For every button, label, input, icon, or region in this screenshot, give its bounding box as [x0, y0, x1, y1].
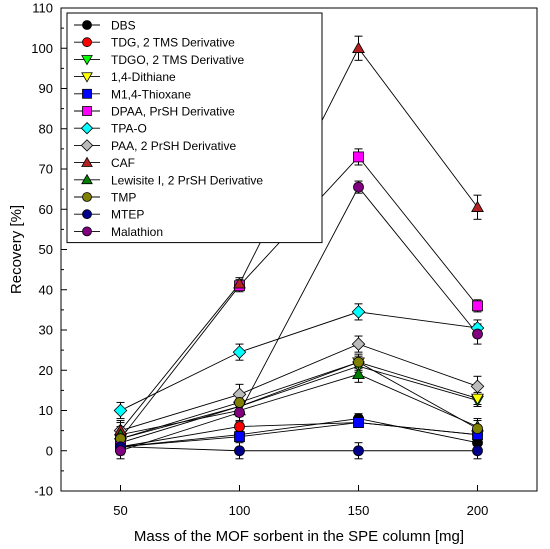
legend-entry: TDG, 2 TMS Derivative — [111, 36, 235, 50]
y-axis-title: Recovery [%] — [8, 205, 25, 294]
y-tick-label: 0 — [46, 443, 53, 458]
series — [116, 365, 482, 444]
data-point — [234, 421, 245, 433]
data-point — [232, 345, 247, 359]
y-tick-label: 50 — [39, 242, 53, 257]
series-points — [113, 337, 485, 438]
axes: -10 0 10 20 30 40 50 60 70 80 90 100 110 50 100 150 200 — [31, 1, 488, 519]
legend-marker — [82, 88, 92, 99]
x-tick-label: 200 — [467, 503, 489, 518]
data-point — [234, 445, 245, 457]
series — [116, 413, 482, 453]
legend-marker — [82, 192, 92, 202]
y-tick-label: -10 — [34, 484, 53, 499]
data-point — [353, 151, 364, 163]
data-point — [472, 445, 483, 457]
series-line — [120, 365, 478, 440]
x-axis-title: Mass of the MOF sorbent in the SPE colum… — [134, 528, 464, 545]
legend-marker — [81, 55, 93, 66]
legend-marker — [82, 106, 92, 116]
y-tick-label: 100 — [31, 41, 53, 56]
data-point — [352, 367, 365, 379]
series — [116, 303, 482, 420]
legend-marker — [82, 226, 92, 237]
legend-entry: Malathion — [111, 225, 163, 239]
data-point — [233, 277, 246, 289]
series-line — [120, 446, 478, 452]
legend-entry: MTEP — [111, 208, 144, 222]
legend-entry: TDGO, 2 TMS Derivative — [111, 53, 244, 67]
series-line — [120, 361, 478, 440]
series-points — [113, 305, 485, 418]
data-marks — [113, 35, 485, 460]
x-tick-label: 100 — [229, 503, 251, 518]
series-points — [115, 181, 483, 457]
y-tick-label: 70 — [39, 162, 53, 177]
data-point — [234, 431, 245, 443]
legend-box — [66, 12, 323, 244]
data-point — [353, 445, 364, 457]
legend-entry: DPAA, PrSH Derivative — [111, 105, 235, 119]
y-tick-label: 10 — [39, 403, 53, 418]
series-line — [120, 311, 478, 411]
series-points — [114, 41, 484, 436]
data-point — [353, 181, 364, 193]
legend-marker — [82, 209, 92, 220]
y-tick-label: 60 — [39, 202, 53, 217]
legend-marker — [81, 173, 93, 185]
data-point — [115, 445, 126, 457]
legend-entry: TMP — [111, 191, 136, 205]
data-point — [470, 379, 485, 394]
legend-entry: 1,4-Dithiane — [111, 70, 176, 84]
series-points — [115, 356, 483, 445]
y-tick-label: 40 — [39, 282, 53, 297]
data-point — [353, 356, 364, 368]
legend-entry: M1,4-Thioxane — [111, 87, 191, 101]
legend-marker — [82, 20, 92, 30]
data-point — [352, 41, 365, 53]
data-point — [234, 397, 245, 408]
x-tick-label: 50 — [113, 503, 127, 518]
legend-marker — [80, 139, 94, 152]
legend-marker — [80, 122, 94, 135]
data-point — [471, 200, 484, 212]
legend-entry: CAF — [111, 156, 135, 170]
series-line — [120, 343, 478, 432]
legend-marker — [81, 156, 93, 167]
y-tick-label: 30 — [39, 323, 53, 338]
legend-marker — [82, 37, 92, 48]
data-point — [472, 300, 483, 312]
data-point — [353, 417, 364, 428]
y-tick-label: 90 — [39, 81, 53, 96]
series-line — [120, 361, 478, 444]
data-point — [351, 337, 366, 351]
data-point — [113, 403, 128, 418]
y-tick-label: 20 — [39, 363, 53, 378]
series-line — [120, 373, 478, 436]
data-point — [472, 423, 483, 435]
data-point — [351, 305, 366, 319]
y-tick-label: 80 — [39, 121, 53, 136]
data-point — [234, 407, 245, 418]
data-point — [472, 328, 483, 340]
data-point — [471, 393, 484, 405]
series-line — [120, 186, 478, 452]
legend-entry: PAA, 2 PrSH Derivative — [111, 139, 236, 153]
x-tick-label: 150 — [348, 503, 370, 518]
legend-entry: Lewisite I, 2 PrSH Derivative — [111, 173, 263, 187]
legend-entry: TPA-O — [111, 122, 147, 136]
legend-marker — [81, 72, 93, 83]
series-line — [120, 422, 478, 448]
legend-entry: DBS — [111, 19, 136, 33]
legend: DBS TDG, 2 TMS Derivative TDGO, 2 TMS Deri… — [66, 12, 323, 244]
y-tick-label: 110 — [32, 1, 53, 16]
series-line — [120, 418, 478, 448]
series-points — [114, 367, 484, 440]
